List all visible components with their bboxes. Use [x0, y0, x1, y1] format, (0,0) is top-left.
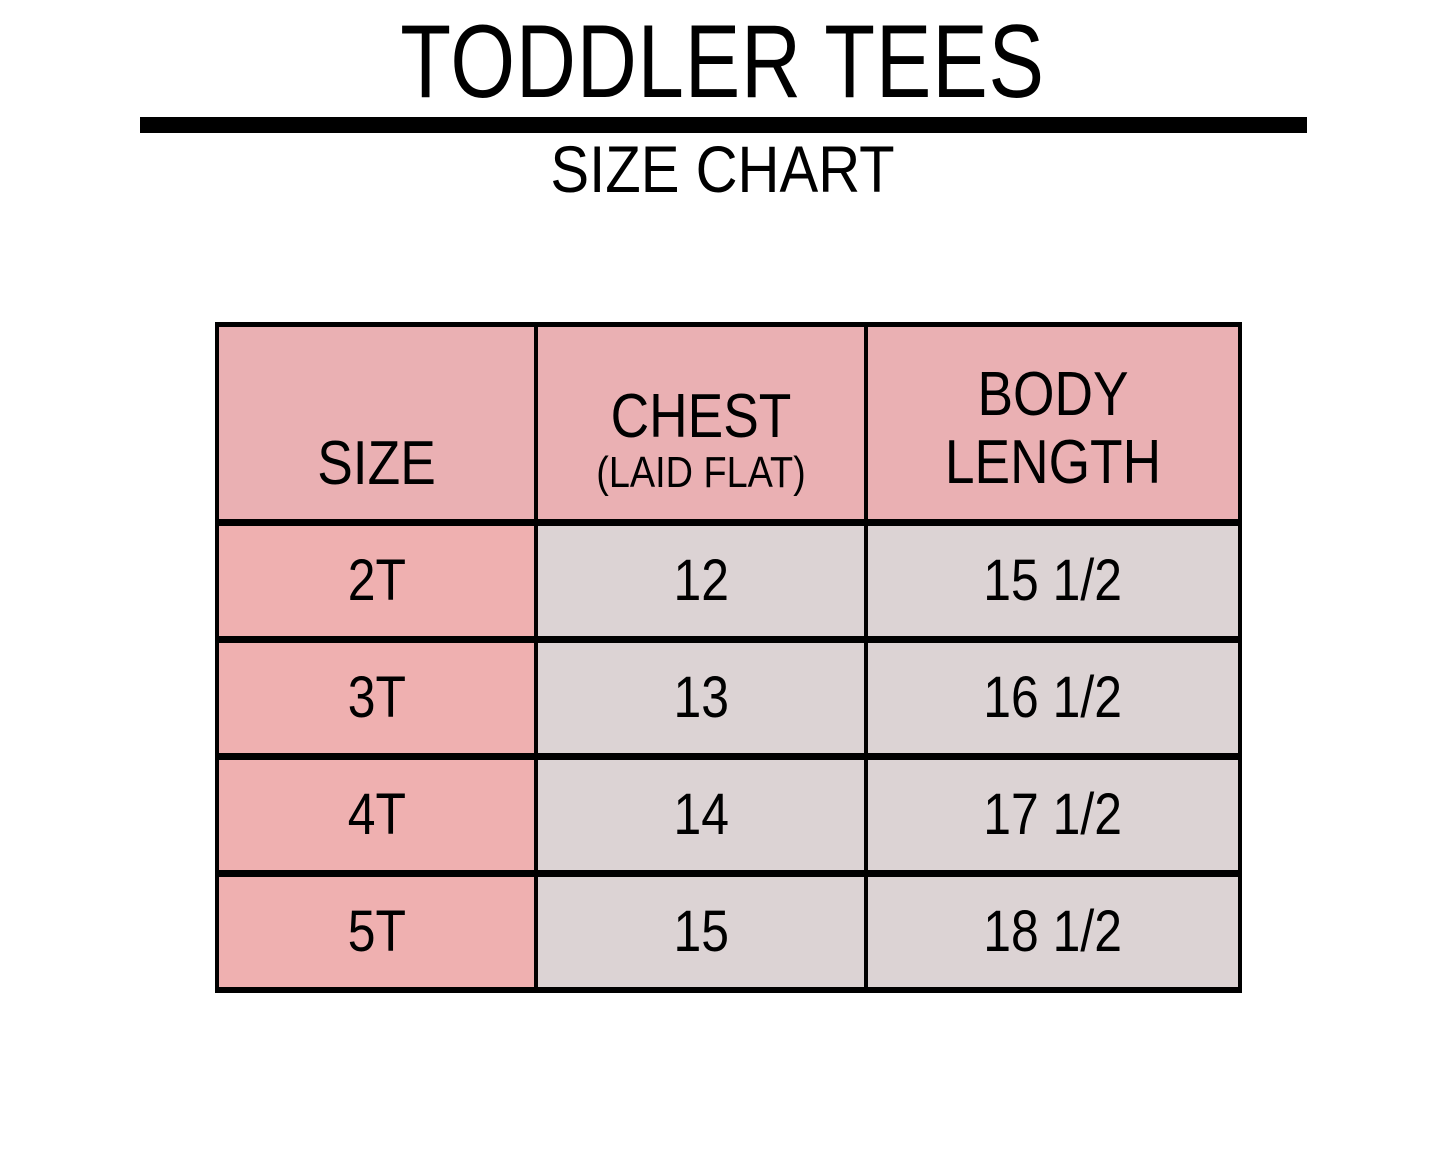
- cell-chest-value: 13: [673, 665, 729, 730]
- page-title: TODDLER TEES: [400, 4, 1045, 120]
- cell-chest: 14: [534, 756, 868, 877]
- column-header-length-label: LENGTH: [944, 428, 1162, 497]
- cell-chest: 12: [534, 522, 868, 643]
- table-row: 5T 15 18 1/2: [215, 873, 1242, 993]
- cell-size-value: 5T: [347, 899, 406, 964]
- cell-size-value: 2T: [347, 548, 406, 613]
- table-row: 3T 13 16 1/2: [215, 639, 1242, 760]
- column-header-body-length: BODY LENGTH: [864, 322, 1242, 526]
- cell-body-length-value: 15 1/2: [983, 548, 1123, 613]
- cell-size-value: 3T: [347, 665, 406, 730]
- cell-size-value: 4T: [347, 782, 406, 847]
- cell-chest: 15: [534, 873, 868, 993]
- cell-body-length-value: 17 1/2: [983, 782, 1123, 847]
- cell-size: 2T: [215, 522, 538, 643]
- title-divider-rule: [140, 117, 1307, 133]
- cell-chest-value: 12: [673, 548, 729, 613]
- table-row: 2T 12 15 1/2: [215, 522, 1242, 643]
- size-chart-table: SIZE CHEST (LAID FLAT) BODY LENGTH 2T 12: [215, 322, 1242, 993]
- cell-body-length: 17 1/2: [864, 756, 1242, 877]
- cell-chest: 13: [534, 639, 868, 760]
- cell-size: 5T: [215, 873, 538, 993]
- column-header-chest: CHEST (LAID FLAT): [534, 322, 868, 526]
- column-header-chest-sublabel: (LAID FLAT): [596, 448, 806, 497]
- cell-chest-value: 15: [673, 899, 729, 964]
- cell-body-length: 15 1/2: [864, 522, 1242, 643]
- column-header-body-label: BODY: [977, 360, 1129, 429]
- cell-chest-value: 14: [673, 782, 729, 847]
- cell-body-length: 18 1/2: [864, 873, 1242, 993]
- cell-body-length-value: 18 1/2: [983, 899, 1123, 964]
- column-header-chest-label: CHEST: [610, 382, 792, 451]
- cell-body-length: 16 1/2: [864, 639, 1242, 760]
- column-header-size: SIZE: [215, 322, 538, 526]
- table-header-row: SIZE CHEST (LAID FLAT) BODY LENGTH: [215, 322, 1242, 526]
- page-subtitle: SIZE CHART: [550, 132, 895, 206]
- column-header-size-label: SIZE: [317, 429, 436, 498]
- cell-size: 4T: [215, 756, 538, 877]
- cell-body-length-value: 16 1/2: [983, 665, 1123, 730]
- table-row: 4T 14 17 1/2: [215, 756, 1242, 877]
- cell-size: 3T: [215, 639, 538, 760]
